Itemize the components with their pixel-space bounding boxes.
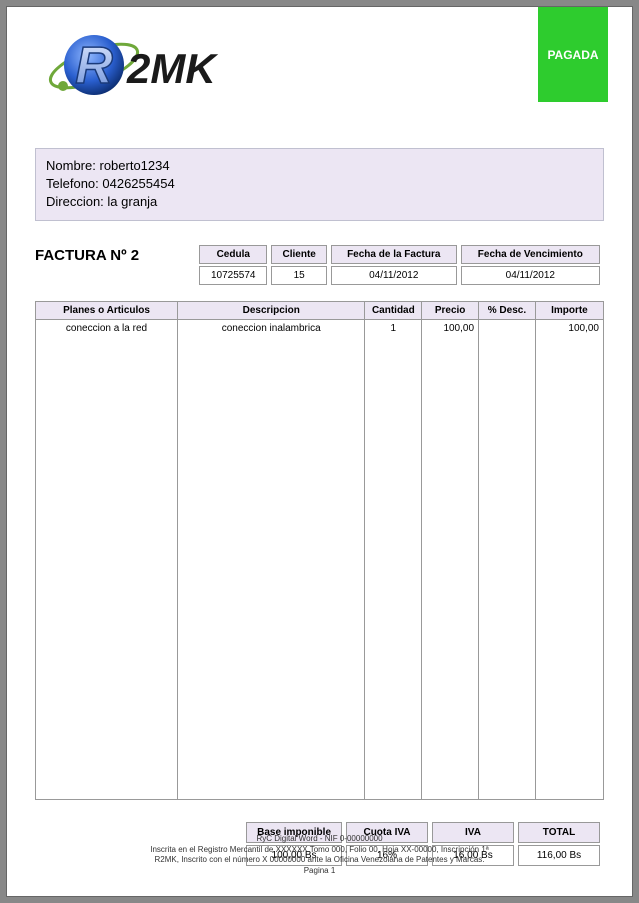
status-badge: PAGADA (538, 7, 608, 102)
customer-box: Nombre: roberto1234 Telefono: 0426255454… (35, 148, 604, 221)
header: R 2MK PAGADA (35, 25, 604, 120)
meta-header-cliente: Cliente (271, 245, 326, 264)
customer-phone-value: 0426255454 (102, 176, 174, 191)
customer-address-value: la granja (107, 194, 157, 209)
customer-address-label: Direccion: (46, 194, 104, 209)
items-header-importe: Importe (535, 301, 603, 319)
invoice-page: R 2MK PAGADA Nombre: roberto1234 Telefon… (6, 6, 633, 897)
customer-name-label: Nombre: (46, 158, 96, 173)
items-table: Planes o Articulos Descripcion Cantidad … (35, 301, 604, 800)
meta-value-cliente: 15 (271, 266, 326, 285)
footer-line2: Inscrita en el Registro Mercantil de XXX… (7, 845, 632, 855)
item-desc: coneccion inalambrica (178, 319, 365, 799)
footer-line4: Pagina 1 (7, 866, 632, 876)
table-row: coneccion a la red coneccion inalambrica… (36, 319, 604, 799)
item-cant: 1 (365, 319, 422, 799)
items-header-plan: Planes o Articulos (36, 301, 178, 319)
invoice-meta-row: FACTURA Nº 2 Cedula Cliente Fecha de la … (35, 243, 604, 287)
items-header-cant: Cantidad (365, 301, 422, 319)
logo: R 2MK (39, 21, 259, 111)
meta-value-fecha-venc: 04/11/2012 (461, 266, 600, 285)
item-plan: coneccion a la red (36, 319, 178, 799)
logo-text: 2MK (126, 45, 218, 92)
footer-line1: RyC Digital Word - NIF 0-00000000 (7, 834, 632, 844)
meta-header-fecha-venc: Fecha de Vencimiento (461, 245, 600, 264)
footer: RyC Digital Word - NIF 0-00000000 Inscri… (7, 834, 632, 876)
meta-header-cedula: Cedula (199, 245, 267, 264)
invoice-title: FACTURA Nº 2 (35, 243, 195, 264)
meta-table: Cedula Cliente Fecha de la Factura Fecha… (195, 243, 604, 287)
meta-header-fecha-factura: Fecha de la Factura (331, 245, 457, 264)
items-header-desc-pct: % Desc. (479, 301, 536, 319)
meta-value-fecha-factura: 04/11/2012 (331, 266, 457, 285)
item-precio: 100,00 (422, 319, 479, 799)
footer-line3: R2MK, Inscrito con el número X 00000000 … (7, 855, 632, 865)
customer-phone-label: Telefono: (46, 176, 99, 191)
svg-text:R: R (75, 37, 113, 95)
item-desc-pct (479, 319, 536, 799)
customer-name-value: roberto1234 (99, 158, 169, 173)
item-importe: 100,00 (535, 319, 603, 799)
items-header-desc: Descripcion (178, 301, 365, 319)
items-header-precio: Precio (422, 301, 479, 319)
meta-value-cedula: 10725574 (199, 266, 267, 285)
